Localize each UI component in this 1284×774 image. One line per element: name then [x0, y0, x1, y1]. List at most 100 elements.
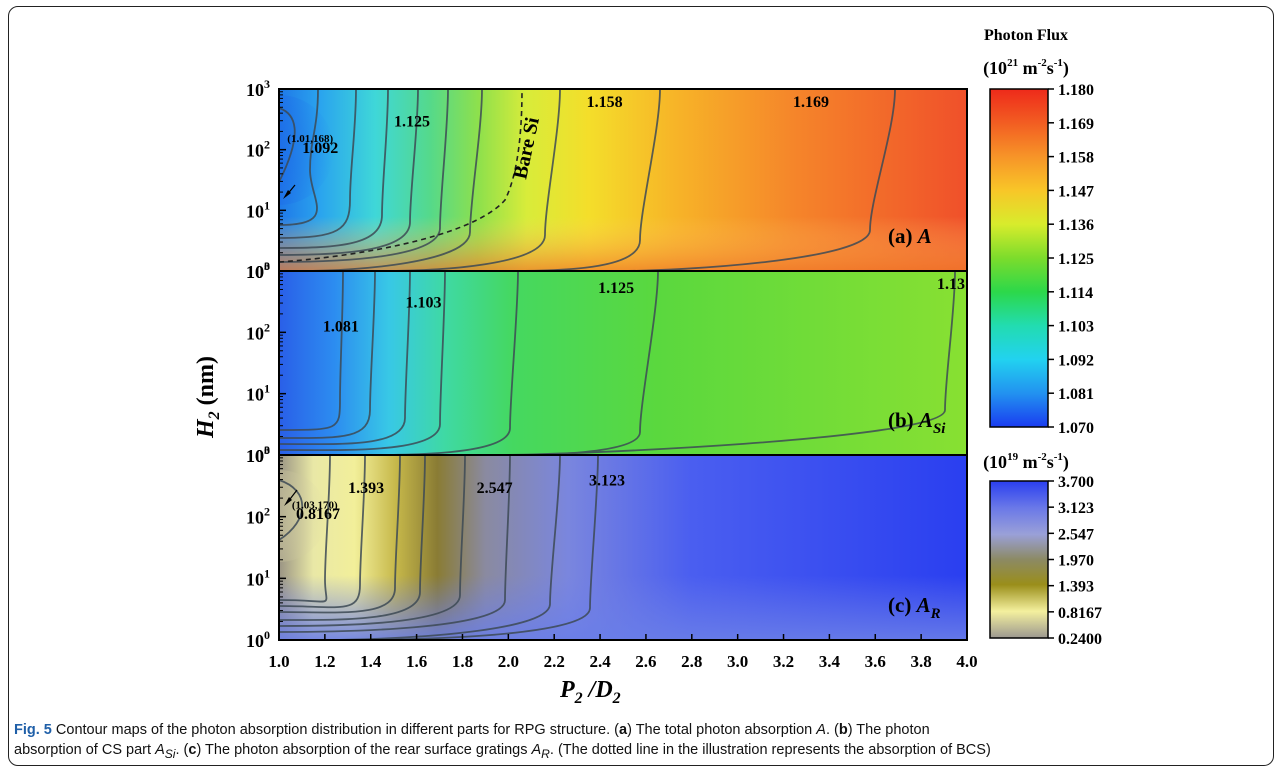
colorbar-tick-label: 1.136: [1058, 217, 1094, 234]
contour-line: [279, 107, 296, 183]
colorbar-tick-label: 1.169: [1058, 116, 1094, 133]
colorbar-tick-label: 1.180: [1058, 82, 1094, 99]
contour-label: 1.169: [793, 94, 829, 111]
contour-line: [279, 479, 304, 541]
x-tick-label: 4.0: [956, 652, 977, 671]
panel-c: [279, 455, 967, 640]
contour-line: [279, 89, 389, 249]
contour-line: [299, 89, 483, 271]
contour-line: [279, 271, 344, 431]
panel-a: [279, 89, 967, 271]
contour-label: (1.03,170): [292, 499, 338, 511]
contour-line: [279, 455, 366, 609]
contour-line: [379, 89, 561, 271]
contour-label: 1.13: [937, 276, 965, 293]
contour-line: [279, 89, 419, 256]
colorbar-tick-label: 0.8167: [1058, 605, 1102, 622]
contour-label: 1.092: [302, 140, 338, 157]
contour-label: 1.125: [598, 280, 634, 297]
colorbar-tick-label: 3.123: [1058, 500, 1094, 517]
y-tick-label: 103: [246, 443, 270, 466]
colorbar-tick-label: 1.103: [1058, 319, 1094, 336]
contour-line: [279, 89, 357, 239]
contour-label: 2.547: [477, 480, 513, 497]
contour-label: 1.158: [587, 94, 623, 111]
contour-line: [499, 89, 661, 271]
contour-line: [279, 455, 426, 621]
x-tick-label: 1.6: [406, 652, 427, 671]
contour-line: [279, 89, 449, 263]
colorbar-tick-label: 1.092: [1058, 352, 1094, 369]
y-tick-label: 103: [246, 259, 270, 282]
contour-label: 3.123: [589, 473, 625, 490]
contour-line: [400, 271, 659, 455]
contour-line: [499, 271, 956, 455]
colorbar-bottom-unit: (1019 m-2s-1): [983, 451, 1069, 473]
contour-label: 1.081: [323, 318, 359, 335]
colorbar-tick-label: 3.700: [1058, 474, 1094, 491]
x-tick-label: 3.2: [773, 652, 794, 671]
x-tick-label: 3.0: [727, 652, 748, 671]
y-tick-label: 101: [246, 566, 270, 589]
x-tick-label: 3.8: [911, 652, 932, 671]
x-tick-label: 2.8: [681, 652, 702, 671]
x-tick-label: 3.6: [865, 652, 886, 671]
colorbar-tick-label: 1.393: [1058, 579, 1094, 596]
x-tick-label: 1.8: [452, 652, 473, 671]
colorbar-top-unit: (1021 m-2s-1): [983, 57, 1069, 79]
figure-caption: Fig. 5 Contour maps of the photon absorp…: [14, 722, 991, 761]
colorbar-tick-label: 1.081: [1058, 386, 1094, 403]
panel-c-border: [278, 454, 968, 641]
y-tick-label: 101: [246, 198, 270, 221]
contour-label: 1.125: [394, 114, 430, 131]
contour-line: [319, 455, 561, 640]
contour-line: [279, 271, 411, 446]
y-axis-label: H2 (nm): [193, 356, 223, 439]
panel-a-label: (a) A: [888, 224, 932, 248]
contour-line: [279, 455, 466, 627]
y-tick-label: 102: [246, 138, 270, 161]
contour-line: [279, 89, 319, 226]
arrow-a-head: [283, 190, 291, 199]
y-tick-label: 100: [246, 259, 270, 282]
colorbar-top: [989, 88, 1049, 428]
x-tick-label: 1.0: [268, 652, 289, 671]
colorbar-bottom: [989, 480, 1049, 639]
y-tick-label: 101: [246, 382, 270, 405]
arrow-c-head: [284, 497, 292, 506]
colorbar-tick-label: 1.114: [1058, 285, 1093, 302]
panel-b: [279, 271, 967, 455]
x-tick-label: 3.4: [819, 652, 841, 671]
x-tick-label: 1.4: [360, 652, 382, 671]
x-tick-label: 1.2: [314, 652, 335, 671]
contour-line: [619, 89, 896, 271]
contour-label: 1.393: [348, 480, 384, 497]
contour-line: [279, 271, 376, 439]
bare-si-contour: [279, 89, 523, 263]
y-tick-label: 100: [246, 443, 270, 466]
y-tick-label: 100: [246, 628, 270, 651]
panel-b-label: (b) ASi: [888, 408, 946, 437]
colorbar-tick-label: 0.2400: [1058, 631, 1102, 648]
panel-c-label: (c) AR: [888, 593, 941, 622]
colorbar-tick-label: 1.158: [1058, 150, 1094, 167]
contour-label: 0.8167: [296, 506, 340, 523]
contour-line: [279, 455, 401, 614]
colorbar-tick-label: 1.970: [1058, 553, 1094, 570]
contour-line: [279, 455, 511, 633]
contour-line: [339, 455, 599, 640]
x-tick-label: 2.2: [544, 652, 565, 671]
y-tick-label: 102: [246, 505, 270, 528]
colorbar-tick-label: 2.547: [1058, 526, 1094, 543]
contour-label: (1.01,168): [287, 133, 333, 145]
x-axis-label: P2 /D2: [559, 677, 621, 707]
figure-frame: [8, 6, 1274, 766]
y-tick-label: 102: [246, 320, 270, 343]
x-tick-label: 2.6: [635, 652, 656, 671]
contour-line: [279, 455, 331, 603]
y-tick-label: 103: [246, 77, 270, 100]
colorbar-tick-label: 1.070: [1058, 420, 1094, 437]
colorbar-tick-label: 1.147: [1058, 183, 1094, 200]
contour-line: [279, 271, 446, 452]
